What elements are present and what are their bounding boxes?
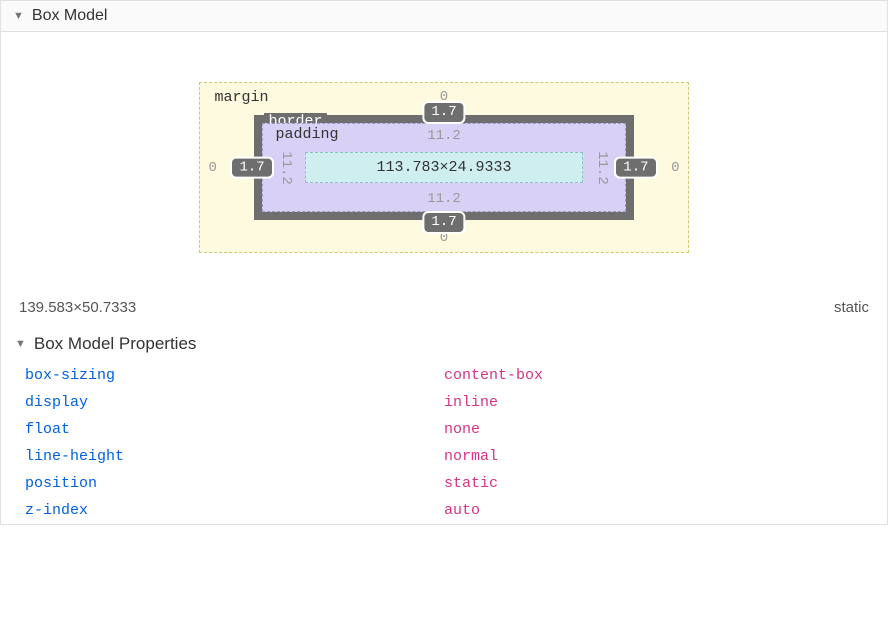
box-model-header[interactable]: ▼ Box Model	[1, 1, 887, 32]
property-value: inline	[444, 394, 498, 411]
property-row: floatnone	[1, 416, 887, 443]
box-model-properties-list: box-sizingcontent-boxdisplayinlinefloatn…	[1, 362, 887, 524]
element-dimensions: 139.583×50.7333	[19, 299, 136, 316]
property-value: none	[444, 421, 480, 438]
border-bottom-value[interactable]: 1.7	[422, 211, 465, 234]
box-model-footer: 139.583×50.7333 static	[1, 293, 887, 330]
border-left-value[interactable]: 1.7	[230, 156, 273, 179]
padding-label: padding	[275, 126, 338, 143]
content-dimensions: 113.783×24.9333	[376, 159, 511, 176]
border-top-value[interactable]: 1.7	[422, 101, 465, 124]
property-value: auto	[444, 502, 480, 519]
property-name: z-index	[25, 502, 444, 519]
box-model-properties-header[interactable]: ▼ Box Model Properties	[1, 330, 887, 362]
margin-region[interactable]: margin 0 0 0 0 border 1.7 1.7 1.7 1.7 pa…	[199, 82, 688, 253]
padding-region[interactable]: padding 11.2 11.2 11.2 11.2 113.783×24.9…	[262, 123, 625, 212]
padding-right-value[interactable]: 11.2	[594, 151, 610, 185]
property-row: z-indexauto	[1, 497, 887, 524]
property-row: positionstatic	[1, 470, 887, 497]
border-region[interactable]: border 1.7 1.7 1.7 1.7 padding 11.2 11.2…	[254, 115, 633, 220]
property-value: content-box	[444, 367, 543, 384]
property-value: static	[444, 475, 498, 492]
chevron-down-icon: ▼	[13, 10, 24, 22]
property-row: line-heightnormal	[1, 443, 887, 470]
padding-left-value[interactable]: 11.2	[278, 151, 294, 185]
element-position-type: static	[834, 299, 869, 316]
margin-left-value[interactable]: 0	[208, 160, 216, 176]
property-value: normal	[444, 448, 498, 465]
padding-bottom-value[interactable]: 11.2	[427, 191, 461, 207]
box-model-panel: ▼ Box Model margin 0 0 0 0 border 1.7 1.…	[0, 0, 888, 525]
margin-label: margin	[214, 89, 268, 106]
content-region[interactable]: 113.783×24.9333	[305, 152, 582, 183]
chevron-down-icon: ▼	[15, 338, 26, 350]
padding-top-value[interactable]: 11.2	[427, 128, 461, 144]
margin-right-value[interactable]: 0	[671, 160, 679, 176]
box-model-title: Box Model	[32, 7, 108, 25]
box-model-diagram: margin 0 0 0 0 border 1.7 1.7 1.7 1.7 pa…	[1, 32, 887, 293]
border-right-value[interactable]: 1.7	[614, 156, 657, 179]
box-model-properties-title: Box Model Properties	[34, 334, 197, 354]
property-name: display	[25, 394, 444, 411]
property-row: box-sizingcontent-box	[1, 362, 887, 389]
property-row: displayinline	[1, 389, 887, 416]
property-name: position	[25, 475, 444, 492]
property-name: box-sizing	[25, 367, 444, 384]
property-name: float	[25, 421, 444, 438]
property-name: line-height	[25, 448, 444, 465]
